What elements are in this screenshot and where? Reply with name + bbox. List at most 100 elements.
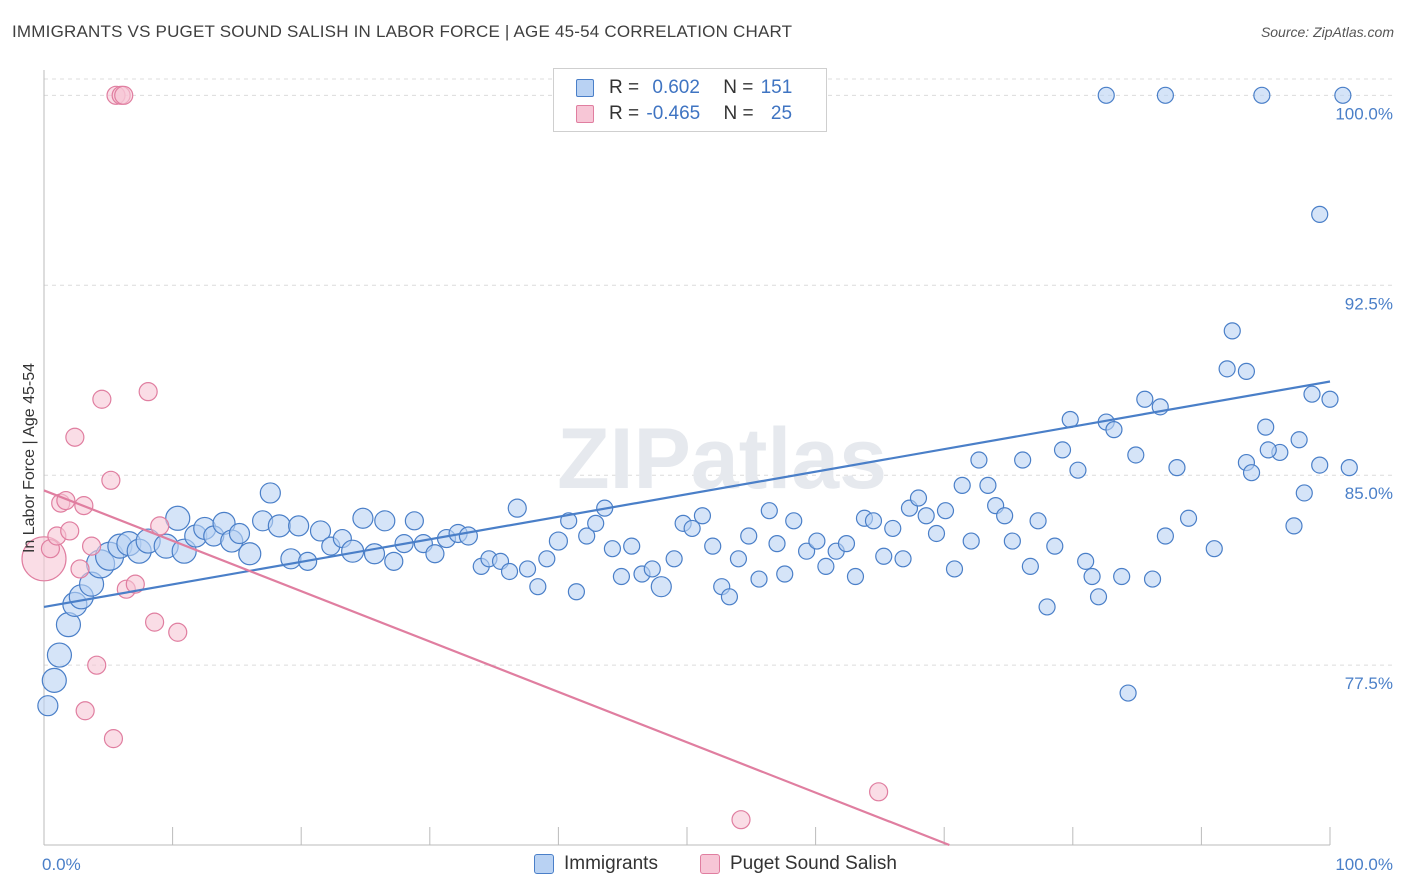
immigrants-point [1156, 86, 1174, 104]
immigrants-point [1127, 446, 1145, 464]
immigrants-point [1259, 441, 1277, 459]
immigrants-swatch [576, 79, 594, 97]
immigrants-point [1077, 552, 1095, 570]
immigrants-point [704, 537, 722, 555]
trend-lines [43, 380, 1331, 847]
immigrants-point [740, 527, 758, 545]
series-legend: Immigrants Puget Sound Salish [0, 852, 1406, 878]
immigrants-point [1083, 567, 1101, 586]
immigrants-point [518, 560, 537, 578]
immigrants-points [37, 86, 1358, 717]
immigrants-point [529, 578, 547, 596]
immigrants-point [797, 542, 816, 560]
immigrants-point [1295, 484, 1313, 502]
immigrants-point [979, 476, 997, 494]
immigrants-point [578, 527, 596, 545]
immigrants-point [808, 532, 826, 550]
salish-swatch [576, 105, 594, 123]
immigrants-point [352, 507, 374, 529]
immigrants-point [1136, 390, 1154, 408]
immigrants-point [1334, 86, 1352, 104]
salish-point [125, 574, 145, 594]
correlation-legend: R = 0.602 N = 151 R = -0.465 N = 25 [553, 68, 827, 132]
n-value: 151 [760, 77, 793, 98]
immigrants-point [567, 583, 586, 601]
immigrants-point [917, 507, 935, 525]
salish-point [81, 536, 102, 556]
salish-point [70, 559, 90, 579]
immigrants-point [548, 531, 569, 551]
immigrants-point [970, 451, 988, 469]
immigrants-point [683, 519, 701, 538]
immigrants-legend-label: Immigrants [564, 853, 658, 874]
immigrants-point [1168, 459, 1186, 477]
salish-point [144, 612, 165, 632]
x-tick-labels: 0.0% 100.0% [42, 855, 1393, 874]
immigrants-point [228, 522, 251, 545]
salish-point [103, 729, 124, 749]
immigrants-point [936, 502, 955, 520]
axes [43, 70, 1331, 846]
salish-point [92, 389, 112, 409]
immigrants-point [603, 540, 622, 558]
immigrants-point [1156, 527, 1174, 545]
immigrants-point [665, 550, 683, 568]
immigrants-point [1290, 431, 1308, 449]
immigrants-point [837, 535, 856, 553]
immigrants-point [817, 557, 835, 576]
r-value: -0.465 [646, 103, 701, 124]
y-tick-label: 85.0% [1345, 484, 1393, 503]
salish-point [75, 701, 95, 721]
immigrants-point [945, 560, 964, 578]
chart-title: IMMIGRANTS VS PUGET SOUND SALISH IN LABO… [12, 22, 793, 41]
immigrants-point [1014, 451, 1032, 469]
salish-legend-label: Puget Sound Salish [730, 853, 897, 874]
immigrants-point [309, 520, 332, 542]
y-tick-labels: 77.5% 85.0% 92.5% 100.0% [1335, 104, 1393, 693]
immigrants-point [1038, 598, 1056, 616]
immigrants-point [374, 510, 396, 532]
immigrants-point [927, 524, 946, 543]
immigrants-point [894, 550, 912, 568]
r-label: R = [609, 103, 645, 124]
immigrants-point [693, 507, 712, 525]
immigrants-point [46, 642, 73, 668]
y-tick-label: 92.5% [1345, 294, 1393, 313]
immigrants-point [953, 476, 971, 494]
grid-lines [44, 78, 1392, 666]
immigrants-point [1029, 512, 1047, 530]
n-label: N = [723, 103, 759, 124]
immigrants-point [425, 544, 445, 564]
immigrants-point [612, 567, 631, 586]
immigrants-point [560, 512, 578, 530]
salish-point [168, 622, 188, 642]
immigrants-point [1205, 540, 1223, 558]
salish-point [60, 521, 80, 541]
immigrants-point [288, 515, 310, 537]
immigrants-legend-swatch [534, 854, 554, 874]
immigrants-point [776, 565, 794, 583]
y-tick-label: 100.0% [1335, 104, 1393, 123]
immigrants-point [267, 514, 291, 538]
salish-legend-swatch [700, 854, 720, 874]
n-label: N = [723, 77, 759, 98]
immigrants-point [1311, 205, 1329, 223]
immigrants-point [1218, 360, 1236, 378]
immigrants-point [1257, 418, 1275, 436]
immigrants-point [1311, 456, 1329, 474]
immigrants-point [37, 695, 59, 717]
immigrants-point [650, 576, 672, 598]
salish-trend-line [43, 489, 950, 847]
immigrants-point [458, 526, 478, 546]
immigrants-point [1285, 517, 1303, 535]
immigrants-point [623, 537, 641, 555]
immigrants-point [720, 588, 739, 606]
legend-text-immigrants: R = 0.602 N = 151 [609, 77, 792, 99]
immigrants-point [1053, 441, 1072, 459]
immigrants-point [1253, 86, 1271, 104]
immigrants-point [1321, 390, 1339, 408]
immigrants-point [1003, 532, 1021, 550]
immigrants-point [384, 551, 404, 571]
immigrants-trend-line [43, 380, 1331, 609]
immigrants-point [165, 505, 191, 531]
